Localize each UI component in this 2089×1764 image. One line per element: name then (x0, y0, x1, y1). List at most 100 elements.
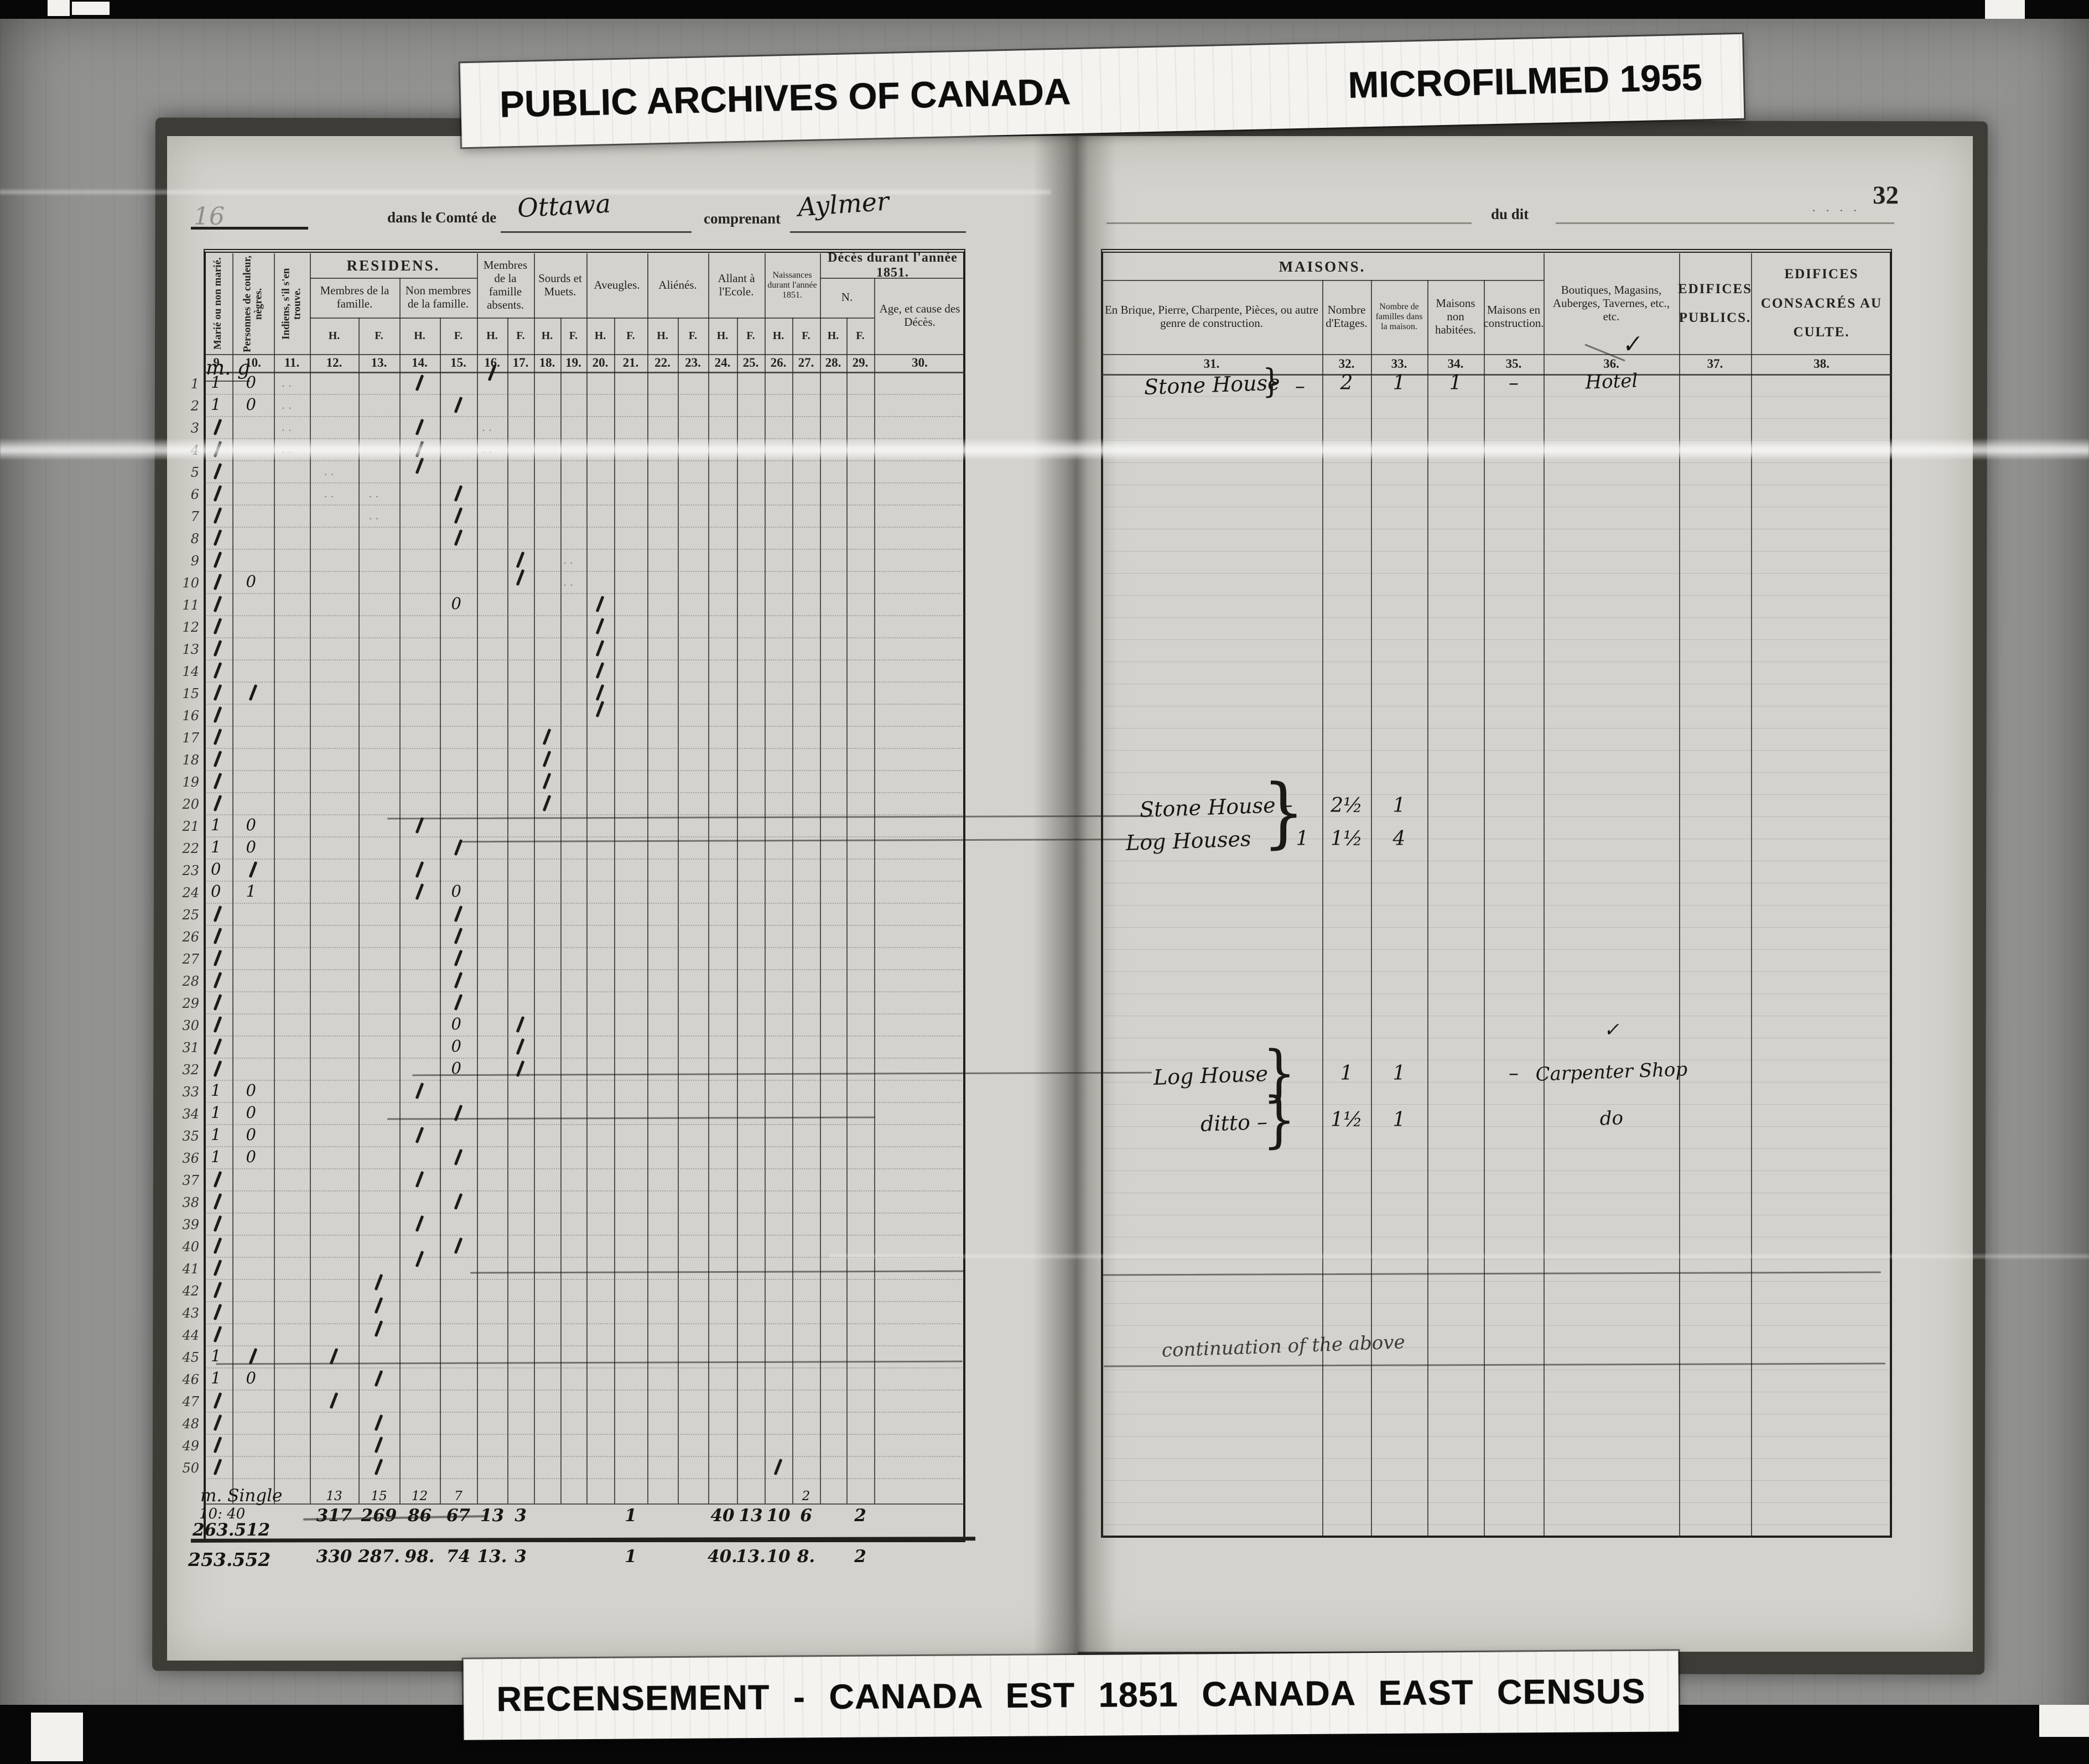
entry-value: 4 (1392, 828, 1406, 850)
hw-digit: 1 (211, 815, 221, 834)
heading-prefix: dans le Comté de (387, 209, 497, 226)
row-line-faint (1102, 418, 1891, 419)
entry-value: 1 (1392, 1062, 1406, 1085)
bottom-banner-text: RECENSEMENT - CANADA EST 1851 CANADA EAS… (496, 1672, 1646, 1719)
header-col9: Marié ou non marié. (212, 257, 224, 350)
grid-vline (586, 372, 588, 1503)
hw-digit: 1 (211, 837, 221, 856)
total-row2-value: 74 (446, 1547, 471, 1567)
row-line-faint (1102, 1347, 1891, 1348)
grid-vline (647, 253, 648, 372)
header-col33: Nombre de familles dans la maison. (1375, 301, 1423, 332)
grid-vline (232, 253, 233, 372)
header-hf-26: H. (772, 329, 784, 342)
entry-brace: } (1262, 1085, 1296, 1156)
grid-hline (205, 1412, 964, 1413)
grid-vline (765, 372, 766, 1503)
row-line-faint (1102, 1325, 1891, 1326)
corner-mark: 16 (194, 202, 225, 231)
grid-hline (205, 1058, 964, 1059)
grid-vline (1322, 280, 1323, 374)
film-edge-block (31, 1713, 83, 1761)
total-row2-value: 8. (797, 1547, 815, 1567)
total-row1-value: 3 (515, 1506, 527, 1526)
row-number: 7 (190, 509, 199, 524)
row-number: 46 (182, 1372, 199, 1387)
total-row1-value: 10 (766, 1506, 791, 1526)
grid-hline (205, 726, 964, 727)
grid-hline (205, 858, 964, 860)
total-row1-value: 6 (800, 1506, 812, 1526)
hw-digit: 0 (451, 882, 461, 901)
grid-vline (765, 253, 766, 372)
grid-vline (614, 372, 615, 1503)
header-number-25: 25. (742, 355, 759, 370)
grid-hline (205, 1367, 964, 1368)
heading-prefix-right: du dit (1491, 206, 1529, 222)
grid-vline (399, 278, 401, 372)
hw-digit: 0 (246, 1103, 256, 1122)
grid-vline (792, 318, 793, 372)
left-page (167, 136, 1078, 1661)
bottom-banner: RECENSEMENT - CANADA EST 1851 CANADA EAS… (463, 1651, 1679, 1740)
row-line-faint (1102, 816, 1891, 817)
grid-hline (205, 615, 964, 616)
grid-vline (1544, 253, 1545, 374)
leader-dots: .. (324, 466, 337, 478)
film-top-bar (0, 0, 2089, 19)
header-age_cause: Age, et cause des Décès. (879, 302, 960, 329)
hw-digit: 0 (246, 1125, 256, 1144)
film-scratch (0, 438, 2089, 460)
header-number-34: 34. (1447, 356, 1464, 371)
header-number-22: 22. (654, 355, 671, 370)
row-number: 41 (182, 1261, 199, 1277)
totals-margin-note: 10: 40 (199, 1506, 246, 1522)
header-non_mem: Non membres de la famille. (405, 284, 471, 310)
header-number-32: 32. (1338, 356, 1355, 371)
leader-dots: .. (563, 554, 577, 566)
grid-vline (846, 318, 848, 372)
totals-row1-margin: 263.512 (193, 1520, 271, 1540)
hw-digit: 1 (211, 1147, 221, 1166)
header-maisons: MAISONS. (1279, 258, 1366, 275)
grid-vline (1322, 374, 1323, 1538)
heading-underline (790, 231, 966, 233)
total-correction: 15 (371, 1489, 387, 1503)
header-hf-22: H. (657, 329, 668, 342)
grid-hline (205, 1434, 964, 1435)
row-number: 40 (182, 1239, 199, 1255)
header-number-15: 15. (450, 355, 466, 370)
header-col10: Personnes de couleur, nègres. (241, 255, 264, 352)
row-number: 32 (182, 1062, 199, 1078)
header-col32: Nombre d'Etages. (1326, 303, 1368, 330)
header-number-35: 35. (1505, 356, 1522, 371)
row-number: 27 (182, 951, 199, 967)
row-line-faint (1102, 1259, 1891, 1260)
total-correction: 7 (454, 1489, 463, 1503)
header-col38: EDIFICES CONSACRÉS AU CULTE. (1760, 267, 1883, 340)
header-alienes: Aliénés. (658, 278, 697, 292)
row-line-faint (1102, 993, 1891, 994)
header-number-20: 20. (592, 355, 609, 370)
grid-hline (204, 354, 965, 355)
entry-pre-value: 1 (1296, 828, 1309, 850)
grid-vline (507, 372, 508, 1503)
header-n_label: N. (841, 290, 853, 304)
film-scratch (830, 1253, 2089, 1260)
top-banner-right-text: MICROFILMED 1955 (1347, 56, 1703, 106)
grid-hline (205, 1323, 964, 1324)
row-line-faint (1102, 1303, 1891, 1304)
row-number: 9 (190, 553, 199, 569)
header-number-9: 9. (213, 355, 223, 370)
row-line-faint (1102, 927, 1891, 928)
header-hf-27: F. (802, 329, 810, 342)
grid-vline (560, 318, 562, 372)
header-col37: EDIFICES PUBLICS. (1677, 281, 1753, 326)
row-number: 21 (182, 819, 199, 834)
entry-value: 2½ (1331, 794, 1363, 817)
row-number: 24 (182, 885, 199, 901)
hw-digit: 0 (451, 1014, 461, 1033)
row-number: 19 (182, 774, 199, 790)
row-number: 48 (182, 1416, 199, 1432)
header-col34: Maisons non habitées. (1435, 296, 1477, 336)
